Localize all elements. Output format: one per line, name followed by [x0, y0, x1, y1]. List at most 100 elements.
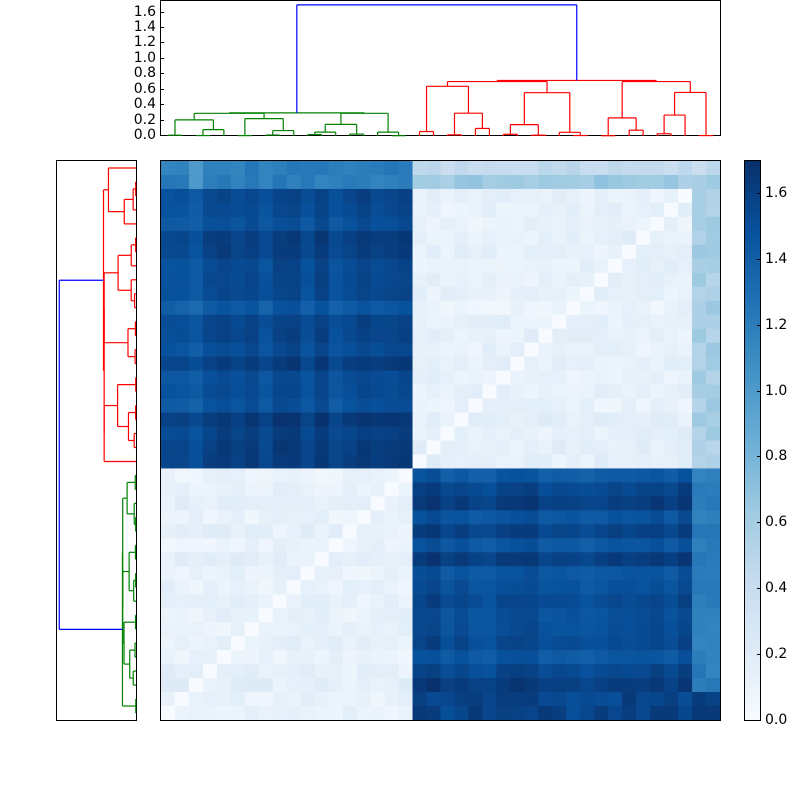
- heatmap-cell: [258, 244, 274, 260]
- heatmap-cell: [580, 468, 595, 484]
- heatmap-cell: [398, 608, 414, 623]
- heatmap-cell: [524, 594, 539, 609]
- heatmap-cell: [370, 524, 386, 539]
- heatmap-cell: [216, 650, 232, 665]
- heatmap-cell: [622, 524, 637, 539]
- heatmap-cell: [636, 174, 651, 190]
- heatmap-cell: [328, 412, 344, 428]
- heatmap-cell: [258, 398, 274, 414]
- heatmap-cell: [608, 440, 623, 456]
- heatmap-cell: [272, 328, 288, 344]
- heatmap-cell: [426, 356, 442, 372]
- heatmap-cell: [398, 342, 414, 358]
- heatmap-cell: [496, 188, 511, 204]
- heatmap-cell: [356, 426, 372, 442]
- heatmap-cell: [650, 706, 665, 720]
- heatmap-cell: [636, 496, 651, 511]
- heatmap-cell: [272, 202, 288, 218]
- heatmap-cell: [328, 398, 344, 414]
- heatmap-cell: [706, 664, 720, 679]
- heatmap-cell: [552, 524, 567, 539]
- heatmap-cell: [636, 202, 651, 218]
- heatmap-cell: [356, 566, 372, 581]
- heatmap-cell: [286, 650, 302, 665]
- heatmap-cell: [566, 244, 581, 260]
- heatmap-cell: [510, 650, 525, 665]
- heatmap-cell: [300, 664, 316, 679]
- heatmap-cell: [272, 636, 288, 651]
- heatmap-cell: [706, 286, 720, 302]
- heatmap-cell: [510, 496, 525, 511]
- colorbar-tick-label: 0.8: [765, 448, 788, 465]
- heatmap-cell: [594, 202, 609, 218]
- heatmap-cell: [552, 188, 567, 204]
- heatmap-cell: [636, 636, 651, 651]
- heatmap-cell: [692, 524, 707, 539]
- heatmap-cell: [692, 230, 707, 246]
- heatmap-cell: [440, 650, 456, 665]
- heatmap-cell: [314, 580, 330, 595]
- heatmap-cell: [566, 356, 581, 372]
- heatmap-cell: [580, 538, 595, 553]
- heatmap-cell: [314, 566, 330, 581]
- heatmap-cell: [244, 706, 260, 720]
- heatmap-cell: [510, 426, 525, 442]
- top-dendrogram-y-tick-label: 1.6: [133, 3, 156, 20]
- heatmap-cell: [650, 230, 665, 246]
- heatmap-cell: [678, 370, 693, 386]
- heatmap-cell: [258, 468, 274, 484]
- heatmap-cell: [580, 188, 595, 204]
- heatmap-cell: [594, 566, 609, 581]
- heatmap-cell: [286, 678, 302, 693]
- top-dendrogram-y-tick-label: 0.8: [133, 65, 156, 82]
- heatmap-cell: [622, 538, 637, 553]
- heatmap-cell: [174, 412, 190, 428]
- heatmap-cell: [552, 608, 567, 623]
- heatmap-cell: [524, 636, 539, 651]
- heatmap-cell: [300, 580, 316, 595]
- heatmap-cell: [580, 426, 595, 442]
- heatmap-cell: [314, 398, 330, 414]
- heatmap-cell: [622, 664, 637, 679]
- heatmap-cell: [664, 356, 679, 372]
- heatmap-cell: [398, 706, 414, 720]
- heatmap-cell: [300, 650, 316, 665]
- heatmap-cell: [426, 161, 442, 176]
- heatmap-cell: [384, 538, 400, 553]
- heatmap-cell: [650, 370, 665, 386]
- heatmap-cell: [314, 692, 330, 707]
- heatmap-cell: [566, 216, 581, 232]
- heatmap-cell: [356, 706, 372, 720]
- heatmap-cell: [510, 328, 525, 344]
- heatmap-cell: [230, 482, 246, 497]
- heatmap-cell: [524, 202, 539, 218]
- heatmap-cell: [468, 440, 484, 456]
- heatmap-cell: [678, 161, 693, 176]
- heatmap-cell: [356, 272, 372, 288]
- heatmap-cell: [230, 342, 246, 358]
- heatmap-cell: [286, 230, 302, 246]
- heatmap-cell: [706, 398, 720, 414]
- heatmap-cell: [468, 272, 484, 288]
- heatmap-cell: [468, 412, 484, 428]
- heatmap-cell: [384, 342, 400, 358]
- heatmap-cell: [664, 202, 679, 218]
- top-dendrogram-y-tick-mark: [160, 57, 164, 59]
- heatmap-cell: [188, 412, 204, 428]
- heatmap-cell: [608, 300, 623, 316]
- heatmap-cell: [412, 440, 428, 456]
- heatmap-cell: [244, 370, 260, 386]
- heatmap-cell: [161, 286, 176, 302]
- heatmap-cell: [580, 412, 595, 428]
- heatmap-cell: [566, 440, 581, 456]
- heatmap-cell: [384, 216, 400, 232]
- heatmap-cell: [594, 622, 609, 637]
- heatmap-cell: [510, 636, 525, 651]
- heatmap-cell: [258, 566, 274, 581]
- heatmap-cell: [580, 678, 595, 693]
- heatmap-cell: [342, 174, 358, 190]
- heatmap-cell: [398, 454, 414, 470]
- heatmap-cell: [174, 216, 190, 232]
- heatmap-cell: [258, 300, 274, 316]
- heatmap-cell: [328, 664, 344, 679]
